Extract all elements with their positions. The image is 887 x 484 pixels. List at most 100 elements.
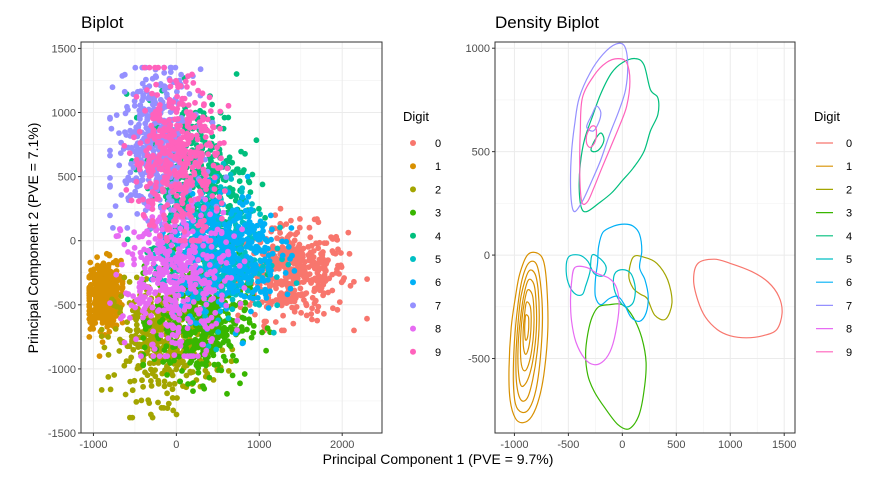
scatter-point xyxy=(207,211,214,218)
scatter-point xyxy=(315,245,322,252)
density-contour xyxy=(594,223,649,323)
scatter-point xyxy=(108,275,115,282)
scatter-point xyxy=(248,239,255,246)
scatter-point xyxy=(167,152,174,159)
scatter-point xyxy=(157,319,163,325)
scatter-point xyxy=(181,306,188,313)
scatter-point xyxy=(176,267,182,273)
scatter-point xyxy=(194,270,200,276)
scatter-point xyxy=(314,270,321,276)
legend-label: 4 xyxy=(846,231,852,243)
scatter-point xyxy=(293,304,300,310)
scatter-point xyxy=(204,271,211,278)
scatter-point xyxy=(334,266,340,273)
scatter-point xyxy=(241,371,248,377)
scatter-point xyxy=(211,280,218,287)
scatter-point xyxy=(109,84,116,91)
scatter-point xyxy=(180,243,186,249)
scatter-point xyxy=(236,263,243,269)
biplot-panel: Biplot -1000 0 1000 2000-1500-1000-50005001… xyxy=(48,13,383,451)
scatter-point xyxy=(218,283,225,289)
scatter-point xyxy=(150,154,157,161)
scatter-point xyxy=(179,272,185,279)
scatter-point xyxy=(250,323,257,329)
scatter-point xyxy=(139,176,146,183)
scatter-point xyxy=(129,414,136,421)
scatter-point xyxy=(130,346,137,353)
scatter-point xyxy=(86,311,93,318)
density-contour xyxy=(512,260,544,414)
scatter-point xyxy=(264,277,271,283)
scatter-point xyxy=(236,178,243,185)
scatter-point xyxy=(168,242,175,249)
scatter-point xyxy=(211,186,218,193)
scatter-point xyxy=(128,197,135,204)
scatter-point xyxy=(249,201,255,207)
scatter-point xyxy=(166,381,173,388)
scatter-point xyxy=(219,292,225,299)
scatter-point xyxy=(133,336,139,343)
scatter-point xyxy=(294,229,301,236)
scatter-point xyxy=(190,80,197,86)
scatter-point xyxy=(192,336,199,343)
scatter-point xyxy=(140,284,147,291)
scatter-point xyxy=(124,319,130,325)
scatter-point xyxy=(206,262,213,268)
density-ticks: -1000 -500 0 500 1000 1500 -500 0 500 1000 xyxy=(466,43,797,451)
scatter-point xyxy=(245,280,252,286)
scatter-point xyxy=(223,260,230,266)
scatter-point xyxy=(323,259,330,266)
legend-item-7: 7 xyxy=(816,300,852,312)
scatter-point xyxy=(340,277,346,284)
scatter-point xyxy=(144,114,151,121)
scatter-point xyxy=(234,255,241,262)
legend-item-4: 4 xyxy=(816,231,852,243)
density-contours xyxy=(508,42,783,430)
scatter-point xyxy=(122,129,128,136)
scatter-point xyxy=(291,268,298,274)
scatter-point xyxy=(158,332,165,338)
scatter-point xyxy=(91,266,97,273)
scatter-point xyxy=(212,309,219,316)
legend-key xyxy=(410,186,416,193)
legend-key xyxy=(410,140,416,146)
biplot-y-tick-label: 1000 xyxy=(52,108,76,120)
scatter-point xyxy=(220,209,227,216)
scatter-point xyxy=(101,344,108,351)
scatter-point xyxy=(121,274,128,281)
scatter-point xyxy=(224,274,231,281)
scatter-point xyxy=(138,254,145,261)
scatter-point xyxy=(259,181,266,188)
density-contour xyxy=(586,105,602,132)
scatter-point xyxy=(255,278,261,285)
scatter-point xyxy=(239,226,246,233)
legend-item-6: 6 xyxy=(816,277,852,289)
scatter-point xyxy=(131,134,137,141)
scatter-point xyxy=(210,352,217,359)
scatter-point xyxy=(248,206,255,213)
scatter-point xyxy=(115,233,122,239)
scatter-point xyxy=(287,256,293,262)
scatter-point xyxy=(144,87,150,93)
scatter-point xyxy=(123,187,130,193)
scatter-point xyxy=(206,374,213,381)
scatter-point xyxy=(189,228,196,235)
scatter-point xyxy=(117,150,124,157)
scatter-point xyxy=(241,274,248,281)
scatter-point xyxy=(171,380,178,387)
scatter-point xyxy=(308,311,315,317)
scatter-point xyxy=(129,251,136,258)
scatter-point xyxy=(149,217,156,224)
scatter-point xyxy=(214,205,220,212)
legend-item-2: 2 xyxy=(410,184,441,196)
scatter-point xyxy=(257,289,264,295)
scatter-point xyxy=(302,259,308,265)
scatter-point xyxy=(321,240,328,247)
scatter-point xyxy=(121,241,128,248)
scatter-point xyxy=(95,306,102,313)
scatter-point xyxy=(219,215,225,222)
scatter-point xyxy=(153,179,160,186)
scatter-point xyxy=(105,374,112,380)
scatter-point xyxy=(241,285,248,291)
density-grid xyxy=(495,42,795,433)
